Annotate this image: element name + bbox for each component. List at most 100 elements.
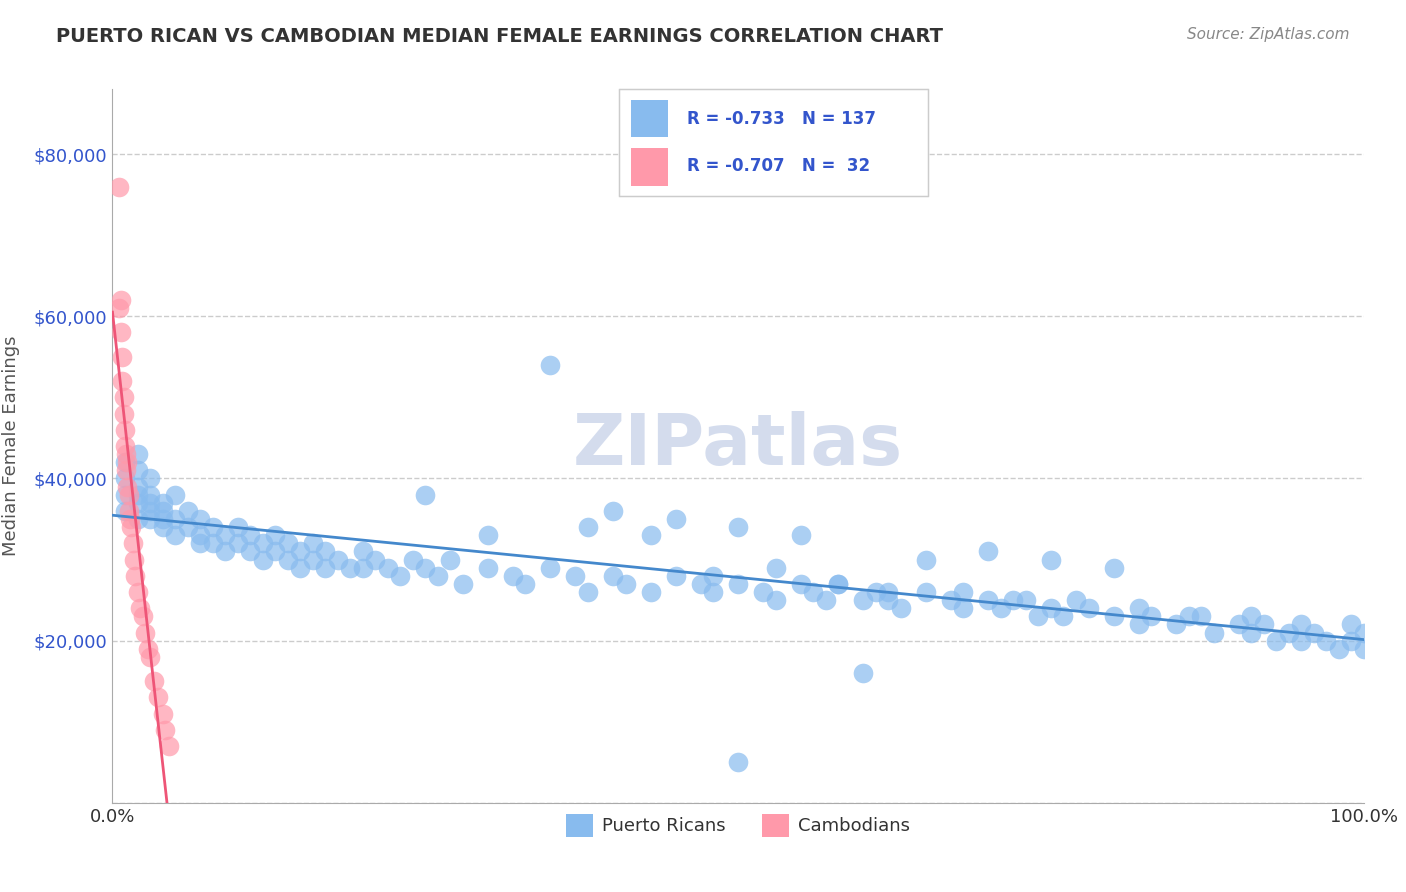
- Point: [114, 504, 136, 518]
- Point: [127, 479, 149, 493]
- Point: [314, 544, 336, 558]
- Point: [139, 471, 162, 485]
- Point: [114, 488, 136, 502]
- Point: [451, 577, 474, 591]
- Point: [977, 544, 1000, 558]
- Point: [1353, 625, 1375, 640]
- Point: [1315, 633, 1337, 648]
- Point: [127, 488, 149, 502]
- Point: [1227, 617, 1250, 632]
- Point: [188, 512, 211, 526]
- Point: [515, 577, 537, 591]
- Point: [1039, 552, 1063, 566]
- Point: [107, 301, 129, 315]
- Point: [118, 504, 141, 518]
- Point: [865, 585, 887, 599]
- Point: [201, 520, 224, 534]
- Point: [122, 552, 145, 566]
- Point: [277, 552, 299, 566]
- Point: [576, 520, 599, 534]
- Point: [614, 577, 637, 591]
- Point: [752, 585, 775, 599]
- Point: [139, 496, 162, 510]
- Point: [301, 536, 323, 550]
- Point: [790, 528, 813, 542]
- Point: [226, 536, 249, 550]
- Point: [129, 601, 152, 615]
- Point: [765, 560, 787, 574]
- Point: [689, 577, 711, 591]
- Point: [877, 593, 900, 607]
- Text: ZIPatlas: ZIPatlas: [574, 411, 903, 481]
- Point: [1039, 601, 1063, 615]
- Point: [852, 593, 875, 607]
- Point: [1102, 560, 1125, 574]
- Point: [352, 560, 374, 574]
- Point: [301, 552, 323, 566]
- Point: [576, 585, 599, 599]
- Point: [727, 520, 749, 534]
- Point: [264, 528, 287, 542]
- Point: [1052, 609, 1074, 624]
- Point: [538, 560, 561, 574]
- Point: [1102, 609, 1125, 624]
- Point: [1353, 641, 1375, 656]
- Point: [890, 601, 912, 615]
- Point: [1265, 633, 1288, 648]
- Point: [1340, 617, 1362, 632]
- Point: [111, 374, 134, 388]
- Point: [201, 536, 224, 550]
- Point: [364, 552, 387, 566]
- Point: [277, 536, 299, 550]
- Point: [1015, 593, 1038, 607]
- Point: [1240, 609, 1263, 624]
- Point: [239, 544, 262, 558]
- Point: [1327, 641, 1350, 656]
- Point: [664, 512, 686, 526]
- Point: [1077, 601, 1099, 615]
- Point: [814, 593, 837, 607]
- Point: [163, 512, 186, 526]
- Point: [915, 585, 938, 599]
- Point: [1128, 601, 1150, 615]
- Point: [136, 641, 159, 656]
- Point: [413, 560, 436, 574]
- Point: [163, 528, 186, 542]
- Point: [226, 520, 249, 534]
- Point: [163, 488, 186, 502]
- Point: [477, 560, 499, 574]
- Point: [1291, 617, 1313, 632]
- Point: [1253, 617, 1275, 632]
- Point: [915, 552, 938, 566]
- Point: [142, 674, 165, 689]
- Point: [121, 536, 143, 550]
- Point: [290, 560, 312, 574]
- Point: [131, 609, 153, 624]
- Text: PUERTO RICAN VS CAMBODIAN MEDIAN FEMALE EARNINGS CORRELATION CHART: PUERTO RICAN VS CAMBODIAN MEDIAN FEMALE …: [56, 27, 943, 45]
- Point: [426, 568, 449, 582]
- Text: R = -0.733   N = 137: R = -0.733 N = 137: [686, 111, 876, 128]
- Point: [339, 560, 361, 574]
- Point: [727, 577, 749, 591]
- Point: [152, 520, 174, 534]
- Point: [352, 544, 374, 558]
- Text: Source: ZipAtlas.com: Source: ZipAtlas.com: [1187, 27, 1350, 42]
- Point: [127, 512, 149, 526]
- Point: [439, 552, 461, 566]
- Point: [188, 528, 211, 542]
- Point: [127, 447, 149, 461]
- Point: [1291, 633, 1313, 648]
- Point: [127, 463, 149, 477]
- Point: [214, 528, 236, 542]
- FancyBboxPatch shape: [631, 100, 668, 137]
- Point: [827, 577, 849, 591]
- Point: [952, 585, 974, 599]
- Point: [139, 504, 162, 518]
- Point: [640, 585, 662, 599]
- Point: [1202, 625, 1225, 640]
- Point: [152, 504, 174, 518]
- Point: [139, 512, 162, 526]
- Point: [377, 560, 399, 574]
- Point: [664, 568, 686, 582]
- Point: [252, 536, 274, 550]
